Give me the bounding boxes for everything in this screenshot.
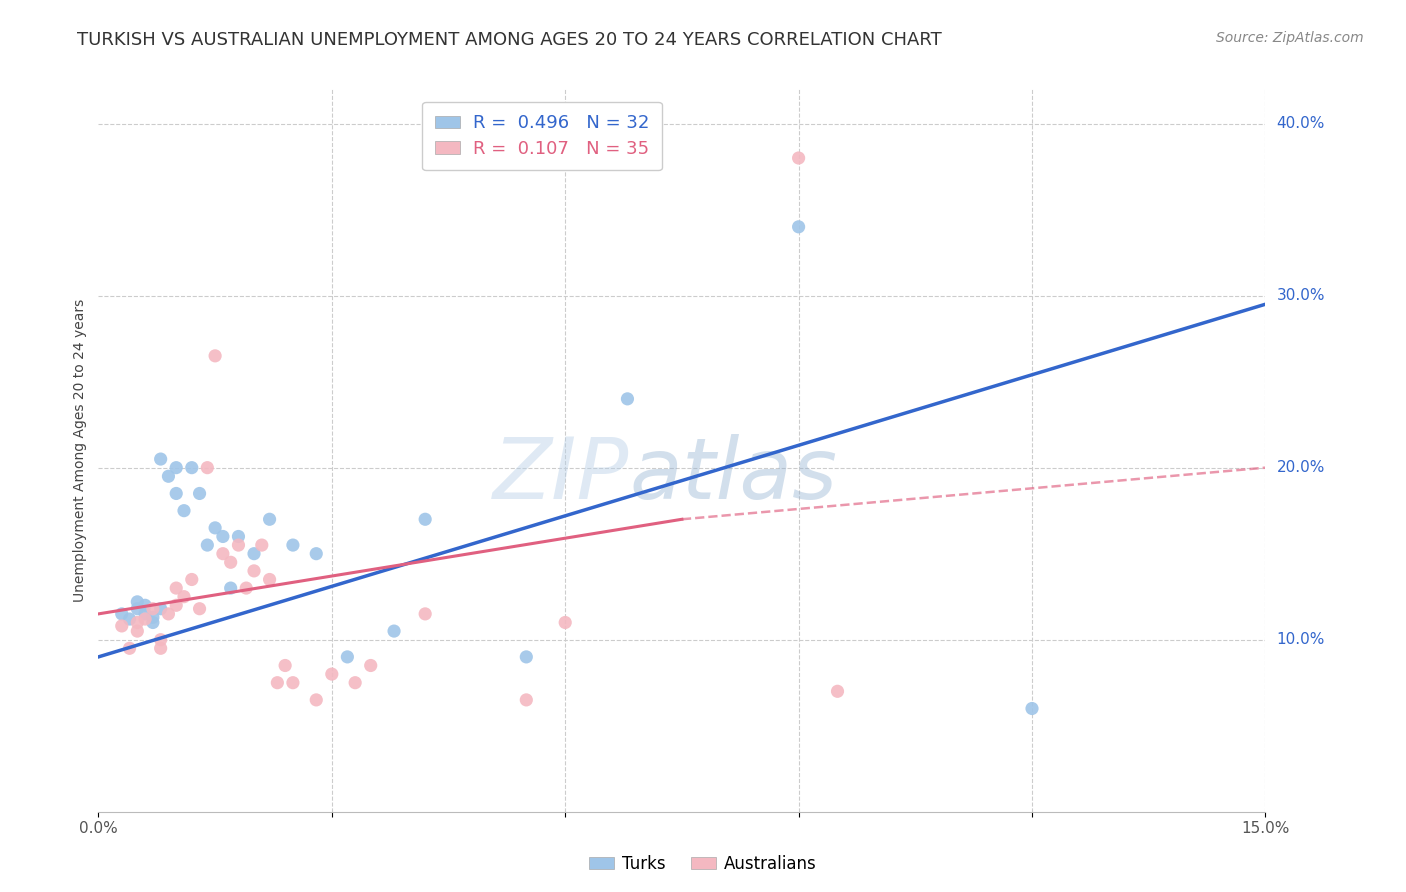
Point xyxy=(165,599,187,613)
Point xyxy=(360,658,382,673)
Point xyxy=(118,612,141,626)
Point xyxy=(616,392,638,406)
Point xyxy=(243,547,266,561)
Point xyxy=(149,641,172,656)
Point xyxy=(157,607,180,621)
Point xyxy=(195,460,218,475)
Point xyxy=(259,573,281,587)
Point xyxy=(515,693,537,707)
Point xyxy=(180,573,202,587)
Legend: R =  0.496   N = 32, R =  0.107   N = 35: R = 0.496 N = 32, R = 0.107 N = 35 xyxy=(422,102,662,170)
Point xyxy=(142,601,165,615)
Point xyxy=(134,607,156,621)
Point xyxy=(413,607,436,621)
Point xyxy=(188,601,211,615)
Text: 20.0%: 20.0% xyxy=(1277,460,1324,475)
Point xyxy=(149,632,172,647)
Text: ZIP: ZIP xyxy=(494,434,630,517)
Point xyxy=(195,538,218,552)
Point xyxy=(305,547,328,561)
Point xyxy=(827,684,849,698)
Point xyxy=(336,649,359,664)
Point xyxy=(111,619,134,633)
Point xyxy=(204,349,226,363)
Point xyxy=(188,486,211,500)
Text: Source: ZipAtlas.com: Source: ZipAtlas.com xyxy=(1216,31,1364,45)
Point xyxy=(321,667,343,681)
Point xyxy=(259,512,281,526)
Point xyxy=(127,595,149,609)
Point xyxy=(219,555,242,569)
Point xyxy=(281,538,304,552)
Point xyxy=(165,581,187,595)
Y-axis label: Unemployment Among Ages 20 to 24 years: Unemployment Among Ages 20 to 24 years xyxy=(73,299,87,602)
Point xyxy=(142,610,165,624)
Point xyxy=(787,151,810,165)
Point xyxy=(212,529,235,543)
Point xyxy=(1021,701,1043,715)
Point xyxy=(382,624,405,639)
Point xyxy=(127,615,149,630)
Text: TURKISH VS AUSTRALIAN UNEMPLOYMENT AMONG AGES 20 TO 24 YEARS CORRELATION CHART: TURKISH VS AUSTRALIAN UNEMPLOYMENT AMONG… xyxy=(77,31,942,49)
Point xyxy=(165,460,187,475)
Point xyxy=(266,675,288,690)
Point xyxy=(413,512,436,526)
Point xyxy=(111,607,134,621)
Legend: Turks, Australians: Turks, Australians xyxy=(582,848,824,880)
Point xyxy=(515,649,537,664)
Point xyxy=(127,601,149,615)
Text: atlas: atlas xyxy=(630,434,838,517)
Point xyxy=(142,615,165,630)
Point xyxy=(787,219,810,234)
Point xyxy=(204,521,226,535)
Point xyxy=(235,581,257,595)
Point xyxy=(157,469,180,483)
Text: 10.0%: 10.0% xyxy=(1277,632,1324,648)
Point xyxy=(243,564,266,578)
Point xyxy=(228,529,250,543)
Point xyxy=(554,615,576,630)
Point xyxy=(173,503,195,517)
Point xyxy=(165,486,187,500)
Point xyxy=(118,641,141,656)
Text: 40.0%: 40.0% xyxy=(1277,116,1324,131)
Point xyxy=(212,547,235,561)
Point xyxy=(274,658,297,673)
Point xyxy=(305,693,328,707)
Point xyxy=(173,590,195,604)
Point xyxy=(149,601,172,615)
Point xyxy=(281,675,304,690)
Point xyxy=(134,599,156,613)
Text: 30.0%: 30.0% xyxy=(1277,288,1324,303)
Point xyxy=(228,538,250,552)
Point xyxy=(219,581,242,595)
Point xyxy=(180,460,202,475)
Point xyxy=(127,624,149,639)
Point xyxy=(344,675,367,690)
Point xyxy=(250,538,273,552)
Point xyxy=(149,452,172,467)
Point xyxy=(134,612,156,626)
